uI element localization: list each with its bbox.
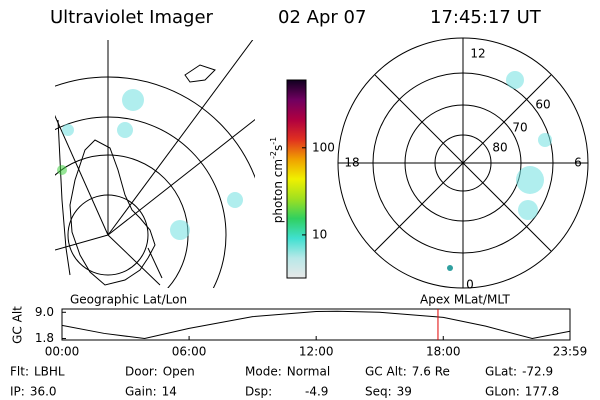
info-value: 39 xyxy=(397,385,412,399)
map-label: Geographic Lat/Lon xyxy=(70,293,187,307)
colorbar-label: photon cm-2s-1 xyxy=(269,137,285,224)
info-value: -4.9 xyxy=(305,385,328,399)
info-value: Normal xyxy=(287,365,330,379)
label-text: s xyxy=(271,145,285,151)
info-label: Seq: xyxy=(365,385,392,399)
label-sup: -1 xyxy=(269,137,278,145)
info-value: 177.8 xyxy=(525,385,559,399)
info-value: 36.0 xyxy=(30,385,57,399)
info-label: Door: xyxy=(125,365,158,379)
polar-plot xyxy=(337,37,589,289)
mlt-label: 0 xyxy=(466,278,474,292)
geographic-map xyxy=(55,40,255,288)
info-label: GLat: xyxy=(485,365,517,379)
info-label: GLon: xyxy=(485,385,520,399)
info-label: Gain: xyxy=(125,385,157,399)
label-text: photon cm xyxy=(271,159,285,223)
lat-label: 70 xyxy=(512,121,527,135)
info-value: LBHL xyxy=(34,365,65,379)
label-sup: -2 xyxy=(269,151,278,159)
lat-label: 60 xyxy=(535,98,550,112)
x-tick-label: 18:00 xyxy=(426,345,461,359)
date: 02 Apr 07 xyxy=(278,7,366,28)
info-label: Flt: xyxy=(10,365,29,379)
y-tick-label: 9.0 xyxy=(35,305,54,319)
time: 17:45:17 UT xyxy=(430,7,542,28)
x-tick-label: 06:00 xyxy=(172,345,207,359)
colorbar xyxy=(286,79,307,279)
info-label: IP: xyxy=(10,385,25,399)
info-label: Mode: xyxy=(245,365,282,379)
mlt-label: 12 xyxy=(470,47,485,61)
info-value: Open xyxy=(163,365,195,379)
info-label: Dsp: xyxy=(245,385,272,399)
mlt-label: 18 xyxy=(344,156,359,170)
info-label: GC Alt: xyxy=(365,365,407,379)
mlt-label: 6 xyxy=(574,156,582,170)
gc-alt-line xyxy=(61,310,571,340)
colorbar-tick-label: 10 xyxy=(312,227,327,241)
polar-label: Apex MLat/MLT xyxy=(420,293,510,307)
y-tick-label: 1.8 xyxy=(35,331,54,345)
y-axis-label: GC Alt xyxy=(11,306,25,344)
title: Ultraviolet Imager xyxy=(50,7,214,28)
colorbar-tick-label: 100 xyxy=(312,140,335,154)
plot-frame xyxy=(61,308,571,341)
x-tick-label: 12:00 xyxy=(299,345,334,359)
lat-label: 80 xyxy=(492,141,507,155)
x-tick-label: 23:59 xyxy=(553,345,588,359)
info-value: -72.9 xyxy=(522,365,553,379)
x-tick-label: 00:00 xyxy=(45,345,80,359)
info-value: 7.6 Re xyxy=(412,365,450,379)
info-value: 14 xyxy=(162,385,177,399)
